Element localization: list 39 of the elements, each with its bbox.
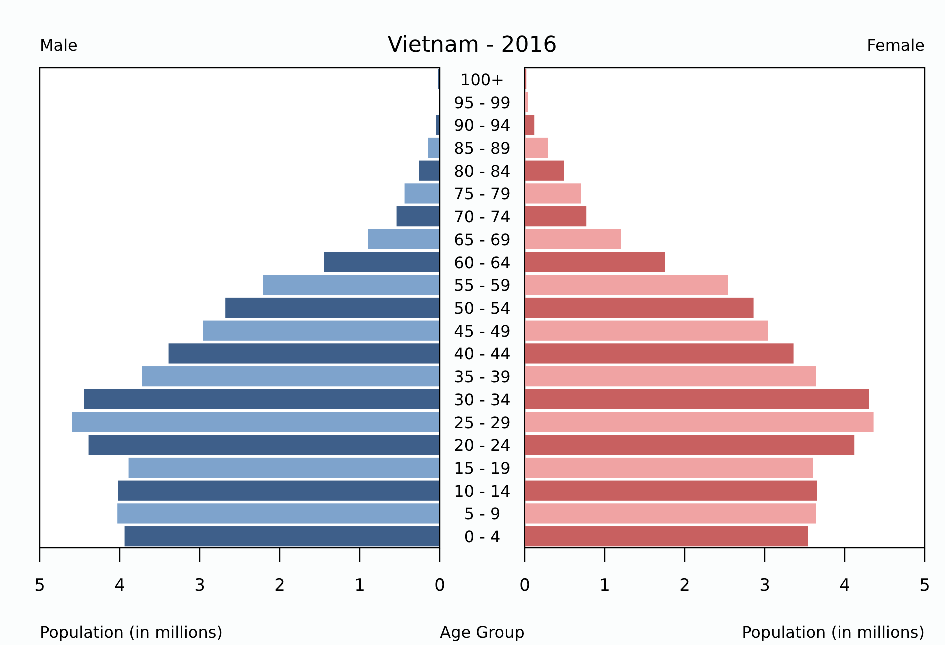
y-tick-label: 35 - 39: [454, 368, 511, 387]
y-tick-label: 0 - 4: [464, 528, 501, 547]
y-tick-label: 95 - 99: [454, 93, 511, 112]
x-tick-label: 5: [34, 576, 46, 596]
x-tick-label: 3: [194, 576, 206, 596]
y-tick-label: 75 - 79: [454, 184, 511, 204]
y-tick-label: 90 - 94: [454, 116, 511, 136]
y-tick-label: 70 - 74: [454, 208, 511, 227]
chart-subtitle: Female: [867, 36, 925, 55]
y-tick-label: 85 - 89: [454, 139, 511, 158]
x-tick-label: 2: [680, 576, 690, 596]
y-axis-title: Age Group: [440, 623, 525, 642]
y-tick-label: 10 - 14: [454, 482, 511, 501]
y-tick-label: 50 - 54: [454, 299, 511, 318]
x-axis-title: Population (in millions): [40, 623, 223, 642]
x-tick-label: 0: [434, 576, 446, 596]
y-tick-label: 25 - 29: [454, 413, 511, 432]
chart-subtitle: Male: [40, 36, 78, 55]
y-tick-label: 15 - 19: [454, 459, 511, 478]
y-tick-label: 100+: [460, 70, 504, 90]
x-tick-label: 4: [840, 576, 850, 596]
x-axis-title: Population (in millions): [742, 623, 925, 642]
x-tick-label: 0: [520, 576, 530, 596]
x-tick-label: 4: [114, 576, 126, 596]
y-tick-label: 60 - 64: [454, 253, 511, 272]
chart-title: Vietnam - 2016: [388, 33, 558, 58]
x-tick-label: 3: [760, 576, 770, 596]
y-tick-label: 55 - 59: [454, 276, 511, 296]
x-tick-label: 1: [354, 576, 366, 596]
y-tick-label: 80 - 84: [454, 162, 511, 181]
y-tick-label: 65 - 69: [454, 230, 511, 250]
y-tick-label: 40 - 44: [454, 344, 511, 364]
x-tick-label: 5: [920, 576, 930, 596]
y-tick-label: 45 - 49: [454, 322, 511, 341]
y-tick-label: 5 - 9: [464, 504, 501, 524]
y-tick-label: 20 - 24: [454, 436, 511, 456]
x-tick-label: 1: [600, 576, 610, 596]
y-tick-label: 30 - 34: [454, 390, 511, 410]
x-tick-label: 2: [274, 576, 286, 596]
